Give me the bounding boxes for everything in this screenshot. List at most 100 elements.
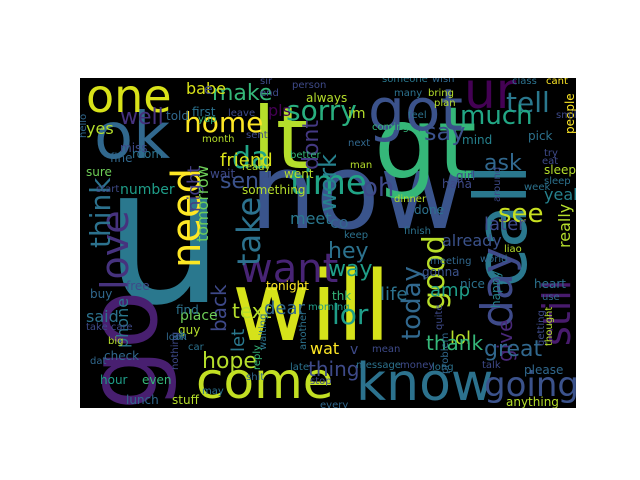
word-fine: fine (110, 151, 133, 165)
word-meeting: meeting (430, 256, 471, 267)
word-gt: gt (374, 85, 477, 202)
word-come: come (196, 352, 334, 408)
word-girl: girl (456, 169, 475, 183)
word-today: today (397, 266, 427, 340)
word-really: really (555, 204, 574, 248)
word-told: told (166, 109, 189, 123)
word-bring: bring (428, 88, 454, 99)
word-life: life (380, 284, 407, 305)
word-day: day (472, 247, 523, 328)
word-well: well (120, 105, 164, 130)
word-went: went (284, 167, 314, 181)
word-first: first (192, 105, 216, 119)
word-week: week (524, 182, 550, 193)
word-thk: thk (332, 289, 351, 303)
word-gonna: gonna (422, 265, 460, 279)
word-waiting: waiting (258, 314, 269, 350)
word-much: much (460, 101, 533, 131)
word-already: already (442, 231, 502, 250)
word-lor: lor (332, 298, 369, 331)
word-liao: liao (504, 244, 522, 255)
word-sorry: sorry (286, 94, 357, 127)
word-leave: leave (228, 108, 255, 119)
word-mind: mind (462, 133, 492, 147)
word-stop: stop (310, 376, 332, 387)
word-oh: oh (362, 173, 394, 203)
word-need: need (164, 168, 210, 268)
word-friend: friend (220, 150, 273, 171)
word-call: call (459, 164, 543, 288)
word-ready: ready (242, 162, 271, 173)
word-big: big (108, 336, 123, 347)
word-man: man (350, 160, 372, 171)
word-lunch: lunch (126, 393, 159, 407)
word-cloud-frame: u will now ok gt lt go call know got ur one come want… (80, 78, 576, 408)
word-tell: tell (506, 86, 550, 119)
word-nothing: nothing (170, 332, 181, 370)
word-sleep: sleep (544, 176, 571, 187)
word-hello: hello (80, 114, 89, 138)
word-hope: hope (202, 349, 257, 374)
word-now: now (250, 131, 465, 253)
word-one: one (86, 78, 172, 123)
word-wish: wish (432, 78, 455, 85)
word-ask: ask (484, 151, 522, 176)
word-text: text (232, 299, 272, 323)
word-hour: hour (100, 373, 128, 387)
word-ah: ah (172, 329, 187, 343)
word-may: may (202, 386, 224, 397)
word-going: going (484, 365, 576, 405)
word-sleep: sleep (544, 163, 576, 177)
word-take: take (230, 197, 268, 266)
word-pls: pls (268, 101, 291, 120)
word-will: will (232, 251, 391, 363)
word-person: person (292, 80, 326, 91)
word-mean: mean (372, 344, 400, 355)
word-great: great (484, 337, 543, 362)
word-meet: meet (290, 209, 332, 228)
word-co: co (330, 213, 349, 232)
word-smile: smile (556, 110, 576, 121)
word-finish: finish (404, 226, 431, 237)
word-reply: reply (252, 345, 263, 370)
word-morning: morning (308, 302, 350, 313)
word-want: want (240, 246, 338, 292)
word-haha: haha (442, 177, 472, 191)
word-ur: ur (464, 78, 517, 120)
word-lt: lt (252, 89, 310, 189)
word-hey: hey (328, 239, 369, 264)
word-problem: problem (440, 333, 451, 374)
word-buy: buy (90, 287, 112, 301)
word-eat: eat (542, 156, 558, 167)
word-feel: feel (408, 110, 427, 121)
word-tonight: tonight (266, 279, 309, 293)
word-cloud-background (80, 78, 576, 408)
word-said: said (86, 307, 119, 326)
word-free: free (126, 279, 150, 293)
word-thank: thank (426, 331, 483, 355)
word-make: make (212, 81, 272, 106)
word-know: know (356, 353, 493, 408)
word-anything: anything (506, 395, 559, 408)
word-still: still (535, 280, 576, 346)
word-way: way (328, 257, 373, 282)
word-tomorrow: tomorrow (193, 165, 212, 242)
word-message: message (356, 360, 401, 371)
word-say: say (424, 118, 465, 146)
word-yup: yup (198, 114, 217, 125)
word-go: go (80, 290, 179, 408)
word-keep: keep (344, 230, 368, 241)
word-thing: thing (308, 357, 359, 381)
word-later: later (484, 214, 526, 235)
word-getting: getting (536, 310, 547, 346)
word-someone: someone (382, 78, 428, 85)
word-give: give (493, 320, 517, 362)
word-dear: dear (264, 298, 306, 319)
word-amp: amp (430, 280, 470, 301)
word-dat: dat (90, 356, 106, 367)
word-work: work (314, 154, 342, 212)
word-late: late (290, 362, 309, 373)
word-yeah: yeah (544, 185, 576, 204)
word-place: place (180, 308, 218, 324)
word-world: world (480, 254, 508, 265)
